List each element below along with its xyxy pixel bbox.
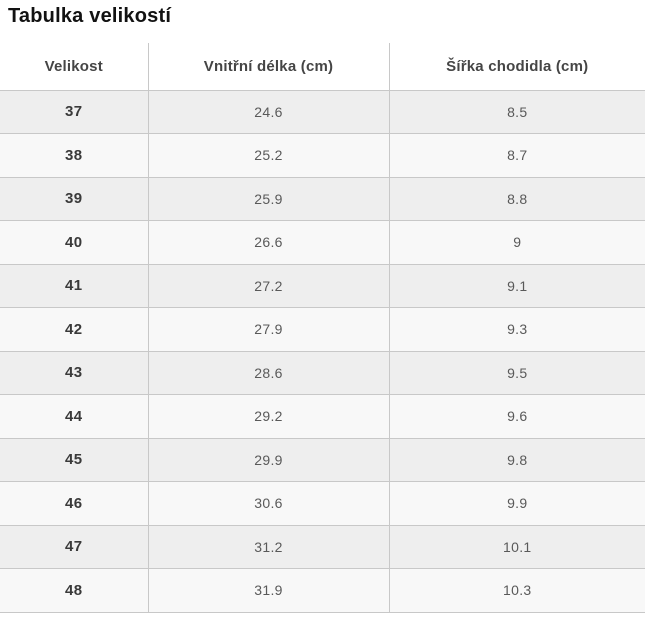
column-header-size: Velikost [0,43,148,91]
table-row: 45 29.9 9.8 [0,438,645,482]
size-table: Velikost Vnitřní délka (cm) Šířka chodid… [0,43,645,613]
foot-width-cell: 9.6 [388,394,645,439]
size-cell: 37 [0,90,148,134]
size-cell: 44 [0,394,148,439]
inner-length-cell: 25.9 [147,177,389,221]
foot-width-cell: 9.9 [388,481,645,526]
foot-width-cell: 8.5 [388,90,645,134]
table-row: 47 31.2 10.1 [0,525,645,569]
table-row: 41 27.2 9.1 [0,264,645,308]
foot-width-cell: 10.1 [388,525,645,569]
foot-width-cell: 8.7 [388,133,645,178]
foot-width-cell: 8.8 [388,177,645,221]
table-row: 40 26.6 9 [0,220,645,265]
foot-width-cell: 9.1 [388,264,645,308]
size-cell: 45 [0,438,148,482]
size-cell: 41 [0,264,148,308]
size-cell: 39 [0,177,148,221]
table-row: 38 25.2 8.7 [0,133,645,178]
inner-length-cell: 29.2 [147,394,389,439]
foot-width-cell: 9.5 [388,351,645,395]
size-cell: 47 [0,525,148,569]
table-row: 44 29.2 9.6 [0,394,645,439]
table-row: 42 27.9 9.3 [0,307,645,352]
foot-width-cell: 9.3 [388,307,645,352]
size-cell: 46 [0,481,148,526]
inner-length-cell: 27.2 [147,264,389,308]
inner-length-cell: 27.9 [147,307,389,352]
table-header-row: Velikost Vnitřní délka (cm) Šířka chodid… [0,43,645,91]
size-cell: 43 [0,351,148,395]
inner-length-cell: 31.9 [147,568,389,613]
page-title: Tabulka velikostí [8,5,172,27]
size-cell: 40 [0,220,148,265]
table-row: 48 31.9 10.3 [0,568,645,613]
foot-width-cell: 9 [388,220,645,265]
column-header-inner-length: Vnitřní délka (cm) [147,43,389,91]
table-body: 37 24.6 8.5 38 25.2 8.7 39 25.9 8.8 40 26.6 9 41 27.2… [0,90,645,613]
foot-width-cell: 9.8 [388,438,645,482]
size-cell: 48 [0,568,148,613]
table-row: 46 30.6 9.9 [0,481,645,526]
inner-length-cell: 29.9 [147,438,389,482]
size-cell: 42 [0,307,148,352]
column-header-foot-width: Šířka chodidla (cm) [388,43,645,91]
foot-width-cell: 10.3 [388,568,645,613]
table-row: 39 25.9 8.8 [0,177,645,221]
table-row: 37 24.6 8.5 [0,90,645,134]
inner-length-cell: 31.2 [147,525,389,569]
inner-length-cell: 25.2 [147,133,389,178]
inner-length-cell: 28.6 [147,351,389,395]
inner-length-cell: 26.6 [147,220,389,265]
size-cell: 38 [0,133,148,178]
inner-length-cell: 24.6 [147,90,389,134]
table-row: 43 28.6 9.5 [0,351,645,395]
inner-length-cell: 30.6 [147,481,389,526]
